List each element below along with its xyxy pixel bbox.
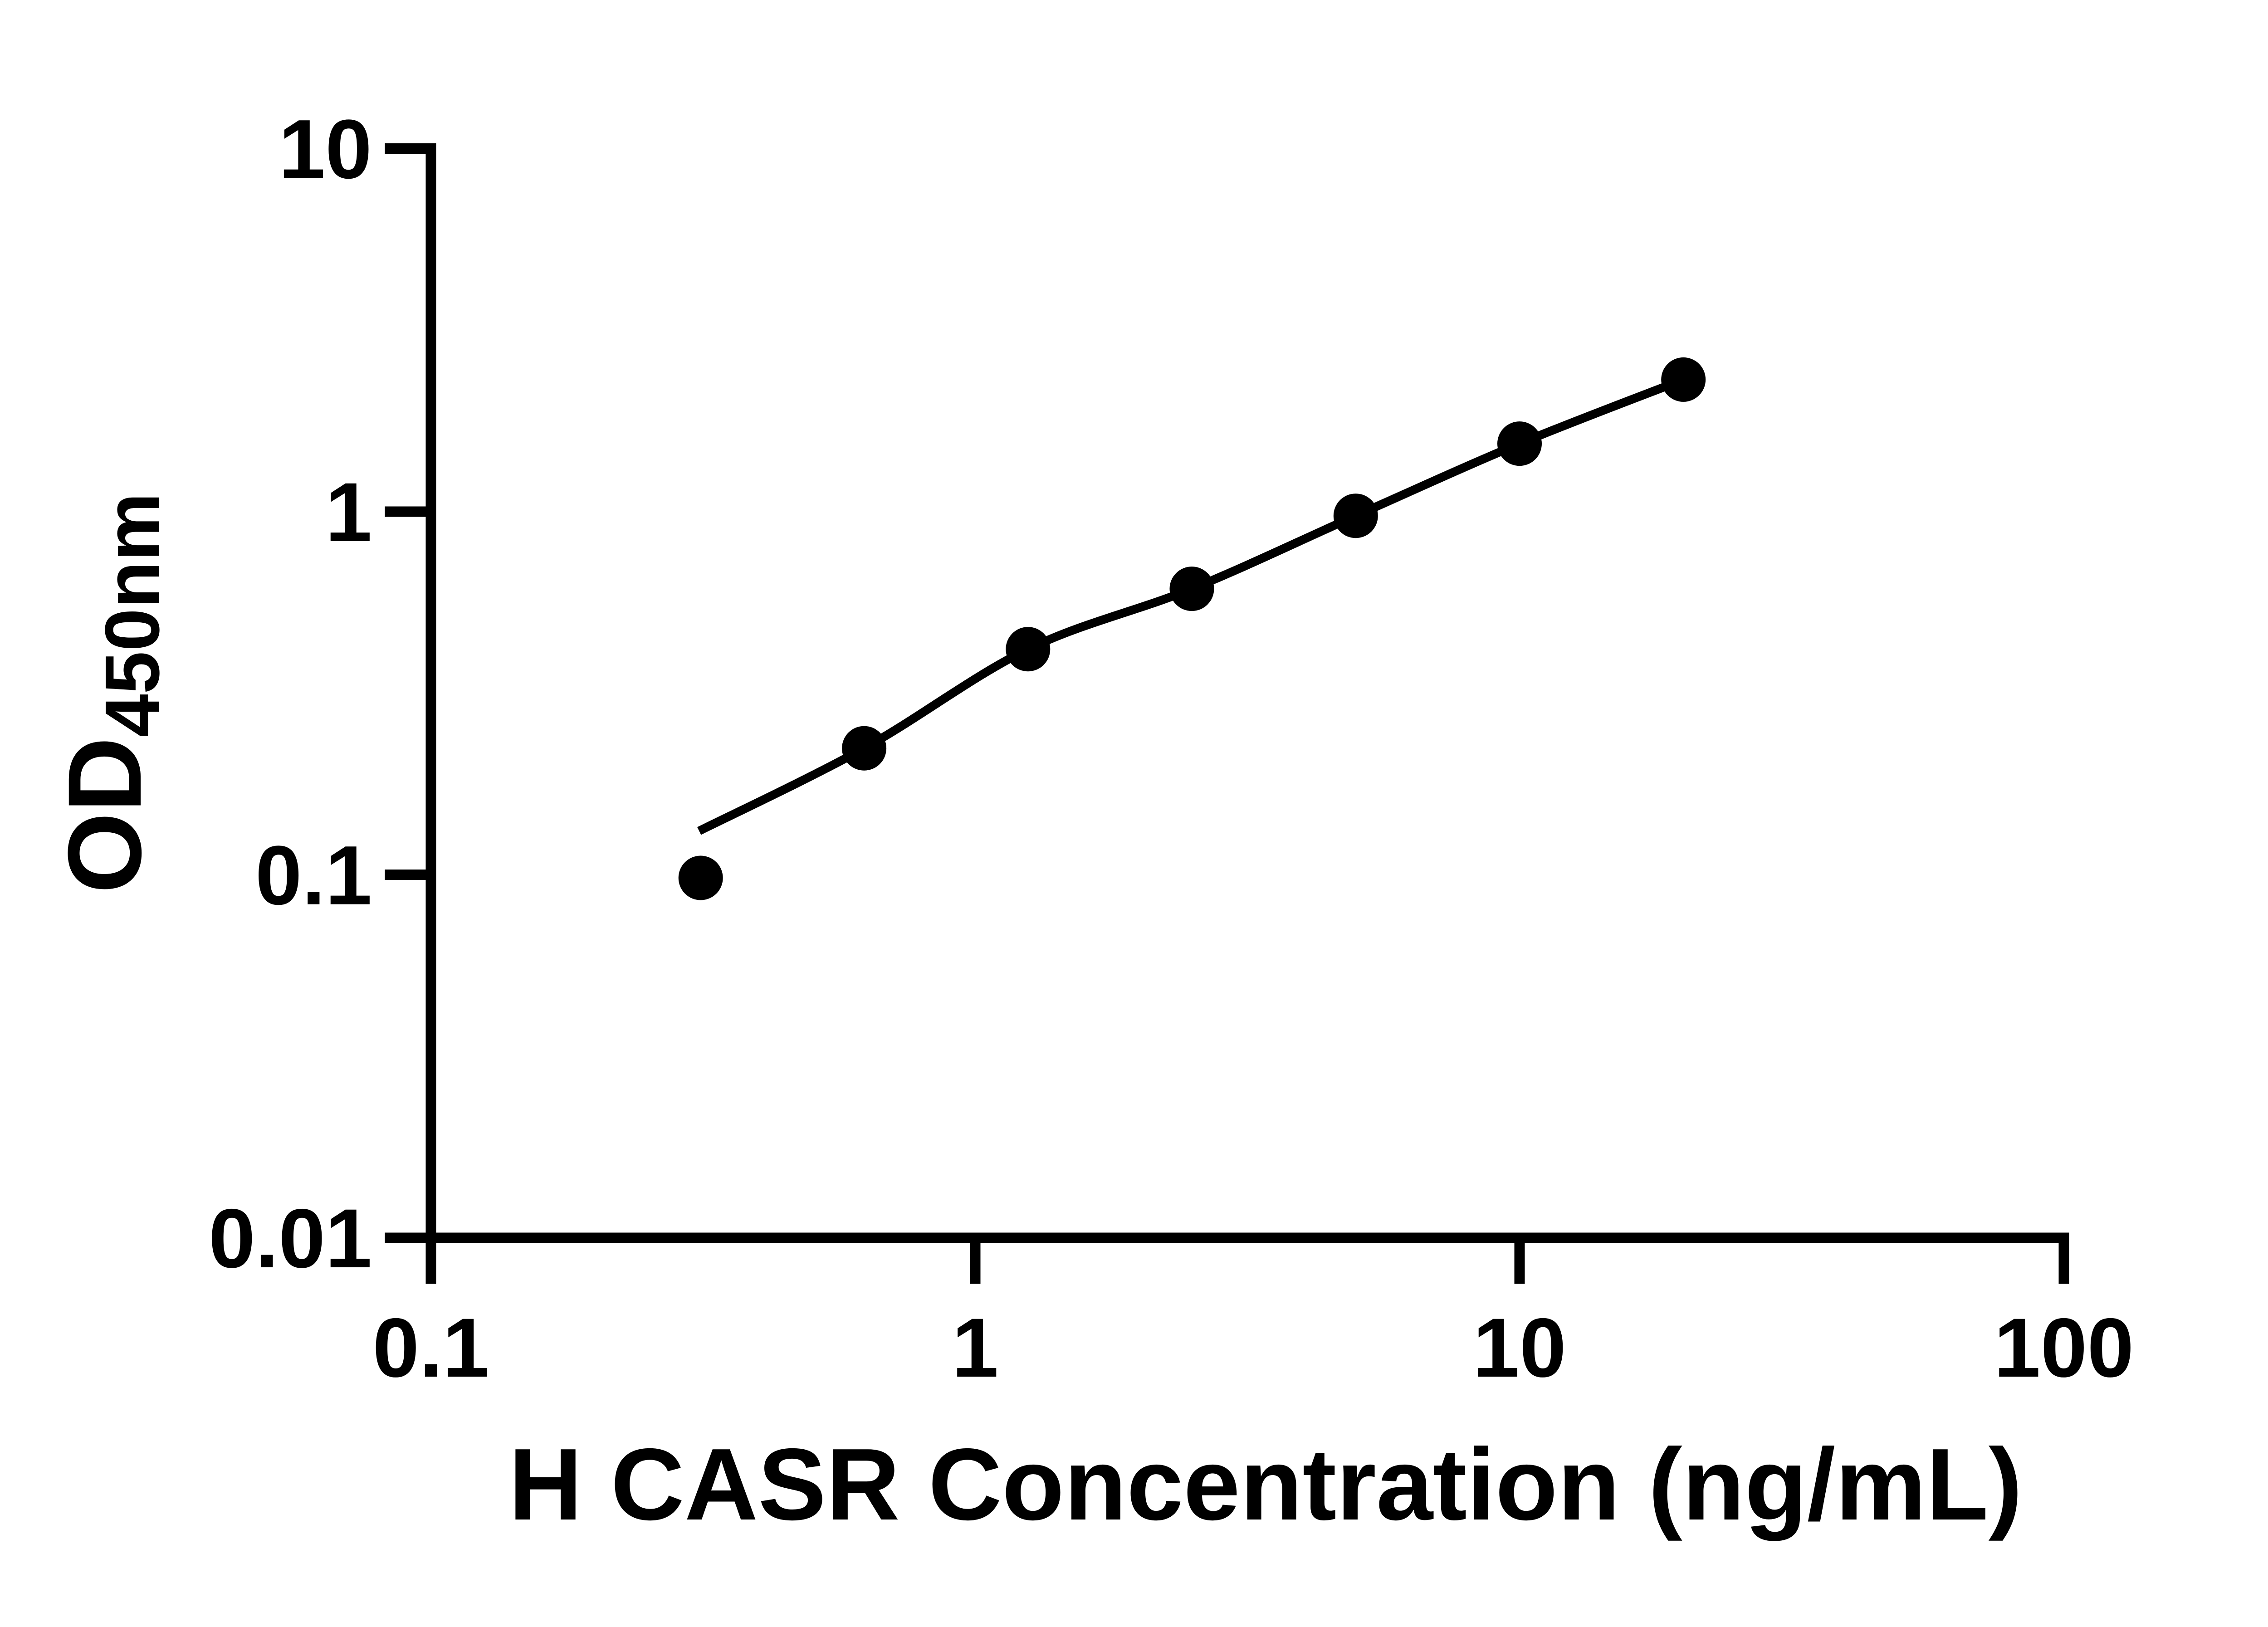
data-point [1661,357,1706,402]
data-point [1333,493,1378,538]
y-axis-tick [385,1232,426,1243]
y-axis-tick [385,143,426,154]
y-tick-label: 0.1 [255,829,372,923]
y-axis-tick [385,506,426,517]
x-axis-tick [425,1243,436,1284]
x-axis-tick [970,1243,981,1284]
y-axis-title: OD450nm [46,493,176,894]
data-point [842,726,887,771]
x-tick-label: 1 [952,1301,999,1395]
y-tick-label: 10 [279,103,372,196]
x-tick-label: 10 [1473,1301,1566,1395]
x-axis-tick [2058,1243,2069,1284]
x-axis-title: H CASR Concentration (ng/mL) [508,1427,2022,1541]
x-axis-tick [1514,1243,1525,1284]
data-point [1169,567,1214,611]
data-point [678,855,723,900]
x-axis-line [425,1232,2069,1243]
data-point [1006,627,1051,672]
x-tick-label: 100 [1994,1301,2134,1395]
axis-ticks [385,143,2069,1284]
y-axis-title-subscript: 450nm [89,493,176,737]
x-tick-label: 0.1 [372,1301,489,1395]
y-tick-label: 1 [325,466,372,559]
y-axis-title-main: OD [46,737,163,894]
axes [425,143,2069,1243]
y-axis-tick [385,870,426,880]
y-axis-line [425,143,436,1243]
y-tick-label: 0.01 [209,1192,372,1285]
data-points-group [678,357,1706,900]
data-point [1497,421,1542,466]
